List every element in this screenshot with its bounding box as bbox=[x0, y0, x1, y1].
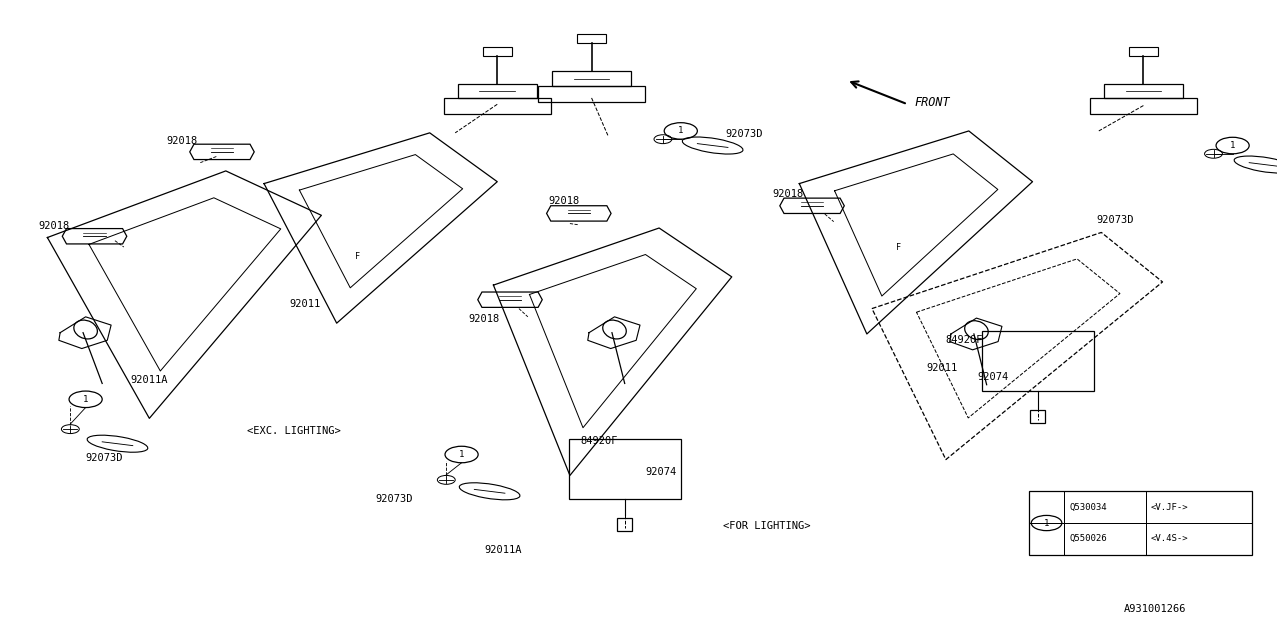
Bar bbox=[1105, 84, 1183, 99]
Bar bbox=[1129, 47, 1157, 56]
Text: F: F bbox=[355, 252, 360, 261]
Text: 84920F: 84920F bbox=[946, 335, 983, 346]
Bar bbox=[1089, 99, 1197, 115]
Text: 84920F: 84920F bbox=[580, 436, 618, 445]
Text: 92073D: 92073D bbox=[1096, 215, 1134, 225]
Bar bbox=[538, 86, 645, 102]
Text: 92018: 92018 bbox=[166, 136, 197, 146]
Text: 92073D: 92073D bbox=[86, 453, 123, 463]
Bar bbox=[444, 99, 550, 115]
Text: 92011: 92011 bbox=[289, 299, 321, 309]
Text: 92018: 92018 bbox=[468, 314, 499, 324]
Text: <EXC. LIGHTING>: <EXC. LIGHTING> bbox=[247, 426, 342, 436]
Text: 92018: 92018 bbox=[38, 221, 69, 231]
Text: FRONT: FRONT bbox=[914, 96, 950, 109]
Text: 92018: 92018 bbox=[548, 196, 580, 205]
Text: 92018: 92018 bbox=[773, 189, 804, 200]
Bar bbox=[577, 34, 605, 43]
Text: F: F bbox=[896, 243, 901, 252]
Bar bbox=[552, 72, 631, 86]
Text: 92074: 92074 bbox=[978, 372, 1009, 382]
Bar bbox=[568, 439, 681, 499]
Text: 92011A: 92011A bbox=[131, 375, 168, 385]
Bar bbox=[458, 84, 536, 99]
Bar bbox=[617, 518, 632, 531]
Text: 92074: 92074 bbox=[645, 467, 676, 477]
Text: 1: 1 bbox=[1230, 141, 1235, 150]
Text: A931001266: A931001266 bbox=[1124, 604, 1187, 614]
Text: 92073D: 92073D bbox=[726, 129, 763, 139]
Text: <V.4S->: <V.4S-> bbox=[1151, 534, 1189, 543]
Text: 1: 1 bbox=[83, 395, 88, 404]
Text: 92073D: 92073D bbox=[375, 494, 412, 504]
Text: Q550026: Q550026 bbox=[1070, 534, 1107, 543]
Text: 92011: 92011 bbox=[927, 363, 957, 372]
Text: 1: 1 bbox=[678, 127, 684, 136]
Bar bbox=[1029, 492, 1252, 555]
Text: <V.JF->: <V.JF-> bbox=[1151, 502, 1189, 511]
Bar bbox=[1030, 410, 1046, 423]
Text: 1: 1 bbox=[1044, 518, 1050, 527]
Text: <FOR LIGHTING>: <FOR LIGHTING> bbox=[723, 521, 810, 531]
Text: 92011A: 92011A bbox=[485, 545, 522, 555]
Text: Q530034: Q530034 bbox=[1070, 502, 1107, 511]
Text: 1: 1 bbox=[460, 450, 465, 459]
Bar bbox=[483, 47, 512, 56]
Bar bbox=[982, 331, 1093, 392]
